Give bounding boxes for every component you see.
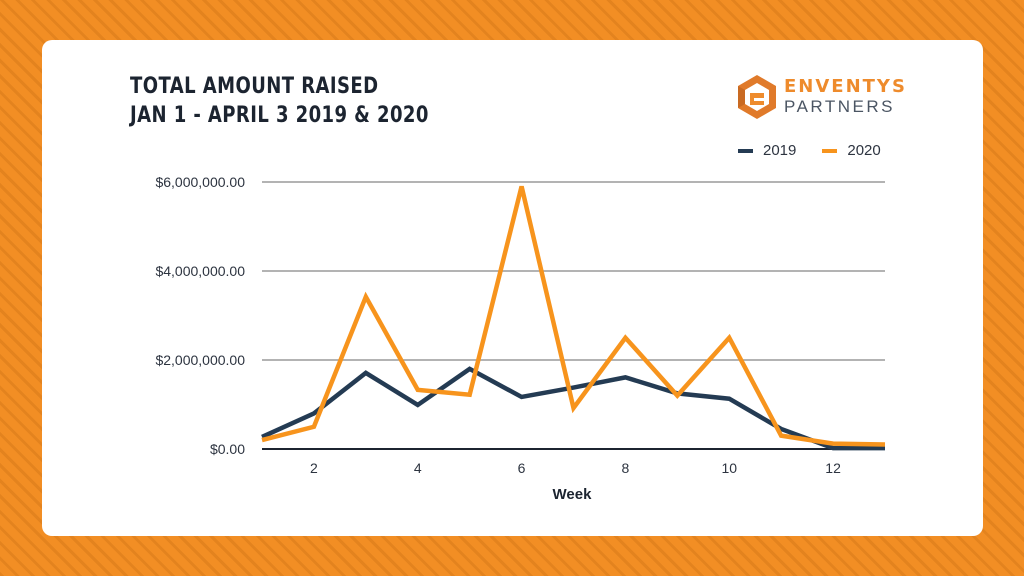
x-tick-label: 2 xyxy=(310,460,318,476)
y-tick-label: $6,000,000.00 xyxy=(155,174,245,190)
legend-label-2020: 2020 xyxy=(847,142,881,159)
x-tick-label: 8 xyxy=(622,460,630,476)
title-line-2: JAN 1 - APRIL 3 2019 & 2020 xyxy=(130,103,429,128)
legend-swatch-2020 xyxy=(822,148,838,153)
series-line-2020 xyxy=(261,185,886,447)
legend-item-2019: 2019 xyxy=(738,142,796,159)
y-tick-label: $0.00 xyxy=(210,441,245,457)
x-tick-label: 6 xyxy=(518,460,526,476)
legend-item-2020: 2020 xyxy=(822,142,881,159)
series-line-2019 xyxy=(261,366,885,451)
logo-text-enventys: ENVENTYS xyxy=(784,76,907,97)
x-axis-title: Week xyxy=(553,486,593,503)
y-axis-labels: $0.00 $2,000,000.00 $4,000,000.00 $6,000,00… xyxy=(155,174,245,457)
series-lines xyxy=(261,185,886,451)
enventys-logo: ENVENTYS PARTNERS xyxy=(736,74,905,124)
logo-text-partners: PARTNERS xyxy=(784,97,896,116)
y-tick-label: $2,000,000.00 xyxy=(155,352,245,368)
chart-title: TOTAL AMOUNT RAISED JAN 1 - APRIL 3 2019… xyxy=(130,72,429,130)
x-tick-label: 12 xyxy=(825,460,841,476)
x-tick-label: 4 xyxy=(414,460,422,476)
title-line-1: TOTAL AMOUNT RAISED xyxy=(130,74,379,99)
chart-legend: 2019 2020 xyxy=(738,142,881,159)
hexagon-e-logo-icon xyxy=(738,75,776,119)
chart-card xyxy=(42,40,983,536)
x-axis-labels: 2 4 6 8 10 12 xyxy=(310,460,841,476)
legend-swatch-2019 xyxy=(738,148,753,153)
x-tick-label: 10 xyxy=(721,460,737,476)
legend-label-2019: 2019 xyxy=(763,142,797,159)
y-tick-label: $4,000,000.00 xyxy=(155,263,245,279)
gridlines xyxy=(262,181,885,450)
